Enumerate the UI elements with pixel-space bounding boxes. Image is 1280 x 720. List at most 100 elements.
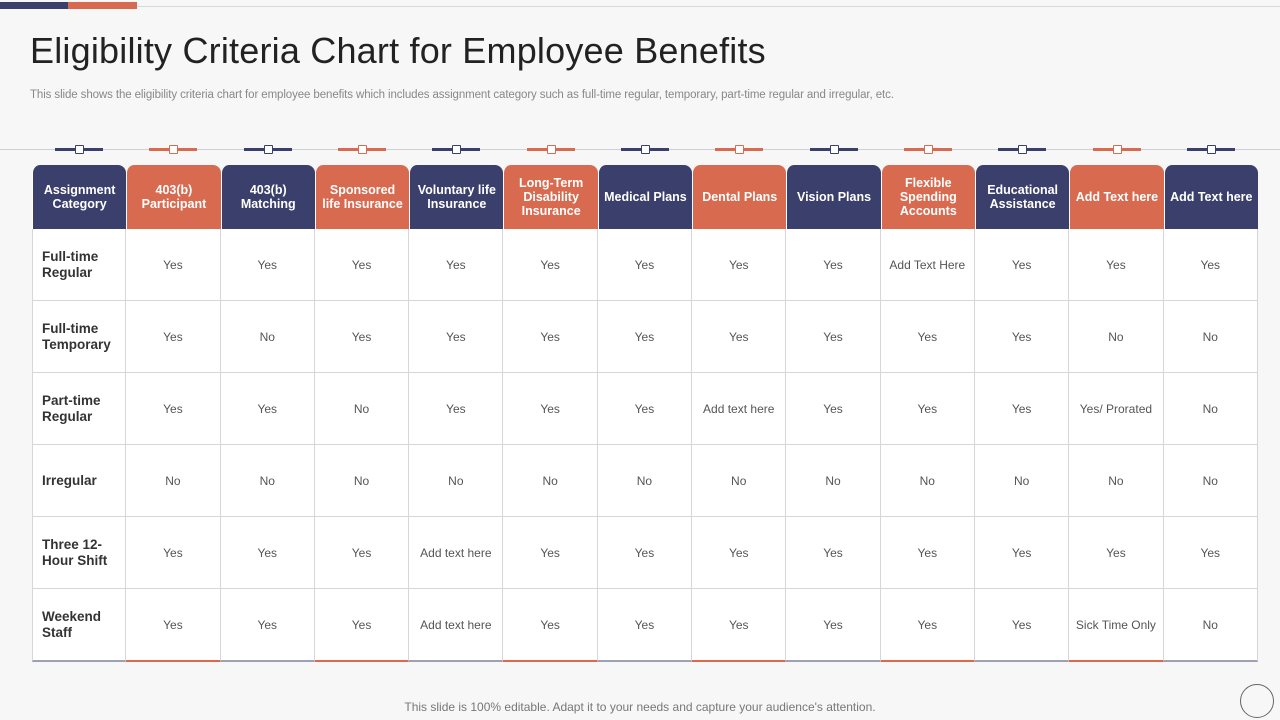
table-cell: Yes [314,589,410,662]
table-cell: Sick Time Only [1069,589,1164,662]
footer-note: This slide is 100% editable. Adapt it to… [404,700,876,714]
connector-knob [452,145,462,154]
corner-circle-decoration [1240,684,1274,718]
table-cell: Yes [126,301,221,373]
table-cell: Yes [409,229,504,301]
page-subtitle: This slide shows the eligibility criteri… [30,89,894,101]
connector-knob [169,145,179,154]
table-cell: No [692,445,787,517]
column-header: Voluntary life Insurance [409,165,504,229]
table-cell: Yes [314,517,410,589]
header-connector [315,140,409,160]
row-category: Three 12-Hour Shift [32,517,127,589]
table-row: Part-time Regular Yes Yes No Yes Yes Yes Add te… [32,373,1258,445]
table-cell: Yes [597,517,693,589]
column-header: Educational Assistance [974,165,1070,229]
table-cell: Yes [1069,517,1164,589]
table-cell: Yes [126,517,221,589]
column-header: 403(b) Matching [220,165,315,229]
table-cell: Yes [409,301,504,373]
table-cell: Yes [880,301,975,373]
header-connectors [32,140,1258,160]
table-cell: Yes [597,589,693,662]
table-cell: Yes [692,517,787,589]
column-header: Long-Term Disability Insurance [503,165,598,229]
header-connector [1164,140,1258,160]
table-cell: No [503,445,598,517]
connector-knob [263,145,273,154]
table-cell: Yes [1163,229,1258,301]
accent-bar-orange [68,2,137,9]
table-cell: Yes [314,229,410,301]
table-cell: Yes [220,517,315,589]
table-cell: Yes [692,229,787,301]
table-cell: Add text here [409,589,504,662]
table-cell: Add Text Here [880,229,975,301]
connector-knob [829,145,839,154]
table-cell: Add text here [409,517,504,589]
table-cell: Yes [692,301,787,373]
column-header: 403(b) Participant [126,165,221,229]
table-cell: No [1069,301,1164,373]
table-cell: No [974,445,1070,517]
table-cell: No [1163,373,1258,445]
table-cell: Yes [503,301,598,373]
table-cell: No [409,445,504,517]
table-cell: Yes [786,517,881,589]
table-cell: Yes [220,589,315,662]
header-connector [126,140,220,160]
table-cell: Yes [786,301,881,373]
row-category: Irregular [32,445,127,517]
table-cell: Yes [597,373,693,445]
row-category: Weekend Staff [32,589,127,662]
table-row: Full-time Temporary Yes No Yes Yes Yes Yes Yes Y… [32,301,1258,373]
table-cell: Yes [786,229,881,301]
header-connector [692,140,786,160]
header-connector [975,140,1069,160]
top-rule [0,6,1280,7]
header-connector [504,140,598,160]
header-connector [221,140,315,160]
table-cell: No [1163,589,1258,662]
table-cell: Yes [597,301,693,373]
table-cell: Yes [974,373,1070,445]
connector-knob [1018,145,1028,154]
eligibility-table: Assignment Category 403(b) Participant 403… [32,165,1258,662]
table-cell: Yes/ Prorated [1069,373,1164,445]
header-connector [598,140,692,160]
table-cell: Yes [786,589,881,662]
connector-knob [358,145,368,154]
table-cell: Yes [974,517,1070,589]
table-cell: Add text here [692,373,787,445]
column-header: Sponsored life Insurance [314,165,410,229]
header-connector [32,140,126,160]
row-category: Full-time Temporary [32,301,127,373]
connector-knob [546,145,556,154]
column-header: Medical Plans [597,165,693,229]
connector-knob [1206,145,1216,154]
table-cell: Yes [409,373,504,445]
table-cell: Yes [220,373,315,445]
table-cell: Yes [974,229,1070,301]
table-cell: Yes [692,589,787,662]
connector-knob [735,145,745,154]
table-cell: No [1163,301,1258,373]
table-row: Weekend Staff Yes Yes Yes Add text here Yes Ye… [32,589,1258,662]
table-cell: Yes [1163,517,1258,589]
table-cell: No [220,301,315,373]
table-cell: No [786,445,881,517]
table-cell: Yes [220,229,315,301]
table-header-row: Assignment Category 403(b) Participant 403… [32,165,1258,229]
column-header: Assignment Category [32,165,127,229]
accent-bar-navy [0,2,68,9]
table-cell: No [314,373,410,445]
table-cell: Yes [126,373,221,445]
table-cell: Yes [126,229,221,301]
table-cell: No [1163,445,1258,517]
page-title: Eligibility Criteria Chart for Employee … [30,30,766,71]
table-cell: Yes [974,301,1070,373]
table-cell: No [1069,445,1164,517]
table-cell: Yes [503,517,598,589]
column-header: Add Text here [1069,165,1164,229]
header-connector [409,140,503,160]
